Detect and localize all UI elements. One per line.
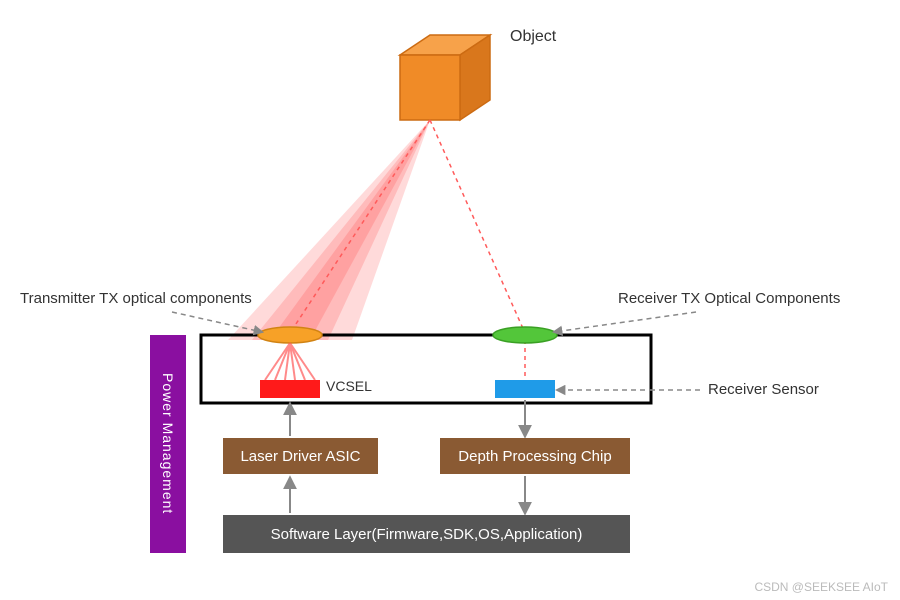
power-mgmt-block: Power Management xyxy=(150,335,186,553)
laser-driver-block: Laser Driver ASIC xyxy=(223,438,378,474)
rx-optical-label: Receiver TX Optical Components xyxy=(618,290,840,307)
vcsel-label: VCSEL xyxy=(326,378,372,394)
tx-lens-icon xyxy=(258,327,322,343)
vcsel-rays-icon xyxy=(265,343,315,380)
sw-layer-block: Software Layer(Firmware,SDK,OS,Applicati… xyxy=(223,515,630,553)
depth-chip-label: Depth Processing Chip xyxy=(458,448,611,465)
rx-lens-icon xyxy=(493,327,557,343)
sw-layer-label: Software Layer(Firmware,SDK,OS,Applicati… xyxy=(271,526,583,543)
object-cube-icon xyxy=(400,35,490,120)
object-label: Object xyxy=(510,28,556,46)
rx-sensor-block xyxy=(495,380,555,398)
callout-rx xyxy=(554,312,696,332)
vcsel-block xyxy=(260,380,320,398)
power-mgmt-label: Power Management xyxy=(160,373,176,514)
tx-beam-icon xyxy=(228,120,430,340)
tx-optical-label: Transmitter TX optical components xyxy=(20,290,252,307)
rx-path-line xyxy=(430,120,525,333)
laser-driver-label: Laser Driver ASIC xyxy=(240,448,360,465)
rx-sensor-label: Receiver Sensor xyxy=(708,381,819,398)
depth-chip-block: Depth Processing Chip xyxy=(440,438,630,474)
watermark-text: CSDN @SEEKSEE AIoT xyxy=(754,580,888,594)
